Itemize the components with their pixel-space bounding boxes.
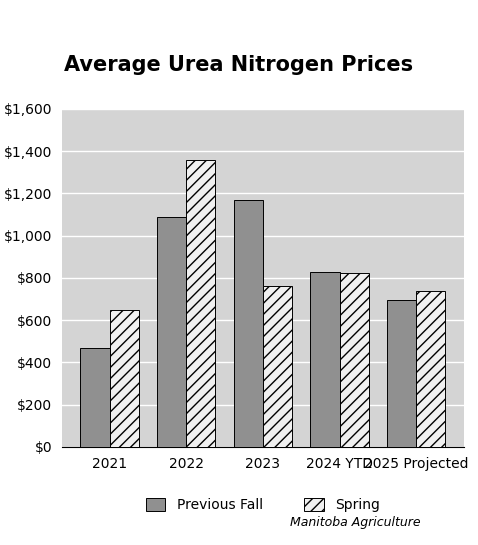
Bar xyxy=(186,160,216,447)
Text: Average Urea Nitrogen Prices: Average Urea Nitrogen Prices xyxy=(65,56,413,75)
Bar xyxy=(263,287,292,447)
Bar xyxy=(339,272,369,447)
Bar xyxy=(80,348,109,447)
Text: Manitoba Agriculture: Manitoba Agriculture xyxy=(290,516,421,529)
Bar xyxy=(310,271,339,447)
Bar xyxy=(157,217,186,447)
Bar xyxy=(109,310,139,447)
Bar xyxy=(416,290,445,447)
Legend: Previous Fall, Spring: Previous Fall, Spring xyxy=(146,498,380,512)
Bar xyxy=(234,200,263,447)
Bar xyxy=(387,300,416,447)
